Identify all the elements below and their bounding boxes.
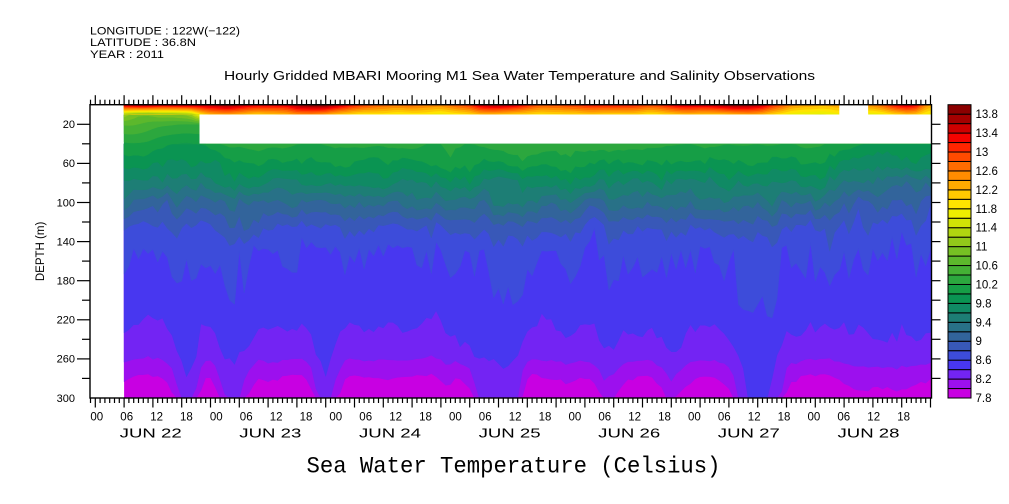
svg-text:180: 180 — [57, 276, 75, 288]
svg-text:9.4: 9.4 — [976, 317, 993, 329]
svg-text:13: 13 — [976, 147, 989, 159]
svg-text:18: 18 — [419, 412, 432, 424]
svg-text:300: 300 — [57, 393, 75, 405]
svg-text:11.8: 11.8 — [976, 204, 998, 216]
svg-text:JUN 23: JUN 23 — [239, 426, 301, 441]
svg-text:9.8: 9.8 — [976, 298, 992, 310]
svg-text:18: 18 — [897, 412, 910, 424]
svg-text:10.6: 10.6 — [976, 261, 998, 273]
svg-text:12: 12 — [628, 412, 641, 424]
svg-text:DEPTH (m): DEPTH (m) — [35, 222, 47, 282]
svg-text:12: 12 — [270, 412, 283, 424]
svg-text:06: 06 — [359, 412, 372, 424]
svg-text:18: 18 — [180, 412, 193, 424]
svg-text:140: 140 — [57, 236, 75, 248]
svg-text:JUN 24: JUN 24 — [359, 426, 421, 441]
svg-text:8.2: 8.2 — [976, 374, 992, 386]
svg-text:Hourly Gridded MBARI Mooring M: Hourly Gridded MBARI Mooring M1 Sea Wate… — [224, 69, 815, 83]
svg-text:JUN 25: JUN 25 — [479, 426, 541, 441]
svg-text:11: 11 — [976, 242, 988, 254]
svg-text:00: 00 — [569, 412, 582, 424]
svg-text:06: 06 — [837, 412, 850, 424]
svg-text:JUN 27: JUN 27 — [718, 426, 780, 441]
svg-text:12: 12 — [150, 412, 163, 424]
svg-text:12.2: 12.2 — [976, 185, 998, 197]
svg-text:10.2: 10.2 — [976, 280, 998, 292]
svg-text:220: 220 — [57, 315, 75, 327]
svg-text:JUN 26: JUN 26 — [598, 426, 660, 441]
svg-text:00: 00 — [449, 412, 462, 424]
svg-text:Sea Water Temperature (Celsius: Sea Water Temperature (Celsius) — [307, 454, 721, 480]
svg-text:13.4: 13.4 — [976, 128, 999, 140]
svg-text:00: 00 — [210, 412, 223, 424]
svg-text:9: 9 — [976, 336, 982, 348]
svg-text:06: 06 — [240, 412, 253, 424]
svg-text:LONGITUDE : 122W(−122): LONGITUDE : 122W(−122) — [90, 26, 240, 38]
svg-text:00: 00 — [329, 412, 342, 424]
svg-text:00: 00 — [90, 412, 103, 424]
svg-text:13.8: 13.8 — [976, 109, 998, 121]
svg-text:7.8: 7.8 — [976, 393, 992, 405]
svg-text:00: 00 — [808, 412, 821, 424]
svg-text:18: 18 — [300, 412, 313, 424]
svg-text:06: 06 — [120, 412, 133, 424]
svg-text:YEAR : 2011: YEAR : 2011 — [90, 49, 164, 61]
svg-text:260: 260 — [57, 354, 75, 366]
svg-text:18: 18 — [778, 412, 791, 424]
svg-text:LATITUDE : 36.8N: LATITUDE : 36.8N — [90, 37, 196, 49]
svg-text:12: 12 — [389, 412, 402, 424]
svg-text:8.6: 8.6 — [976, 355, 992, 367]
svg-text:20: 20 — [63, 119, 75, 131]
svg-text:06: 06 — [718, 412, 731, 424]
svg-text:100: 100 — [57, 197, 75, 209]
svg-text:11.4: 11.4 — [976, 223, 998, 235]
svg-text:JUN 28: JUN 28 — [838, 426, 900, 441]
svg-text:12.6: 12.6 — [976, 166, 998, 178]
svg-text:00: 00 — [688, 412, 701, 424]
svg-text:12: 12 — [509, 412, 522, 424]
svg-text:JUN 22: JUN 22 — [120, 426, 182, 441]
svg-text:12: 12 — [867, 412, 880, 424]
svg-text:06: 06 — [479, 412, 492, 424]
svg-text:06: 06 — [598, 412, 611, 424]
svg-text:12: 12 — [748, 412, 761, 424]
svg-text:60: 60 — [63, 158, 75, 170]
svg-text:18: 18 — [539, 412, 552, 424]
svg-text:18: 18 — [658, 412, 671, 424]
